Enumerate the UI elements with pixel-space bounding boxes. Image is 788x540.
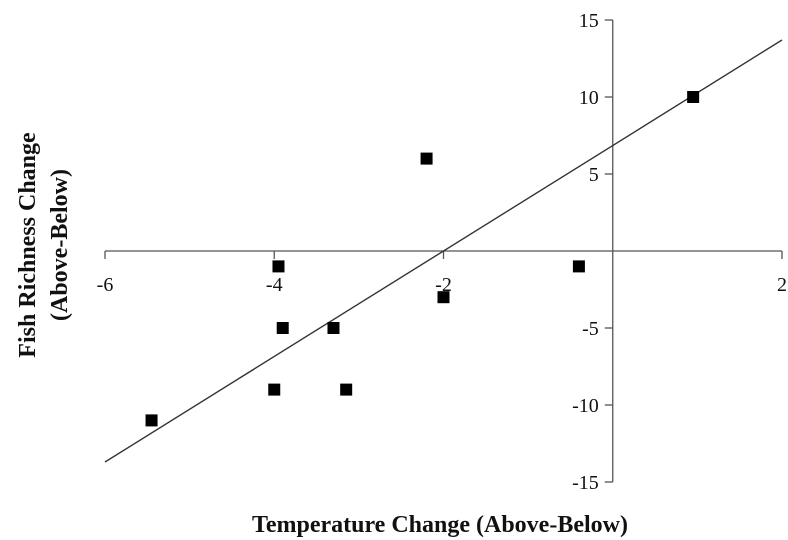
y-tick-label: 15 <box>579 10 599 32</box>
trendline <box>104 39 783 463</box>
y-tick-label: -5 <box>582 318 599 340</box>
data-point <box>272 260 285 273</box>
data-points <box>145 91 700 427</box>
x-tick-label: -6 <box>97 274 114 296</box>
x-tick-label: 2 <box>777 274 787 296</box>
y-tick-label: -10 <box>572 395 599 417</box>
data-point <box>340 383 353 396</box>
data-point <box>687 91 700 103</box>
y-axis-title-line1: Fish Richness Change <box>15 132 41 358</box>
y-axis-title-line2: (Above-Below) <box>47 169 73 321</box>
y-tick-label: 5 <box>589 164 599 186</box>
data-point <box>276 322 289 334</box>
data-point <box>268 383 281 396</box>
trendline-line <box>104 39 783 463</box>
y-tick-label: 10 <box>579 87 599 109</box>
x-tick-label: -2 <box>435 274 452 296</box>
x-tick-label: -4 <box>266 274 283 296</box>
tick-labels: -6 -4 -2 2 15 10 5 -5 -10 -15 <box>97 10 787 494</box>
data-point <box>420 152 433 165</box>
data-point <box>437 291 450 304</box>
data-point <box>327 322 340 334</box>
data-point <box>145 414 158 427</box>
x-axis-title: Temperature Change (Above-Below) <box>252 512 628 538</box>
data-point <box>572 260 585 273</box>
y-tick-label: -15 <box>572 472 599 494</box>
